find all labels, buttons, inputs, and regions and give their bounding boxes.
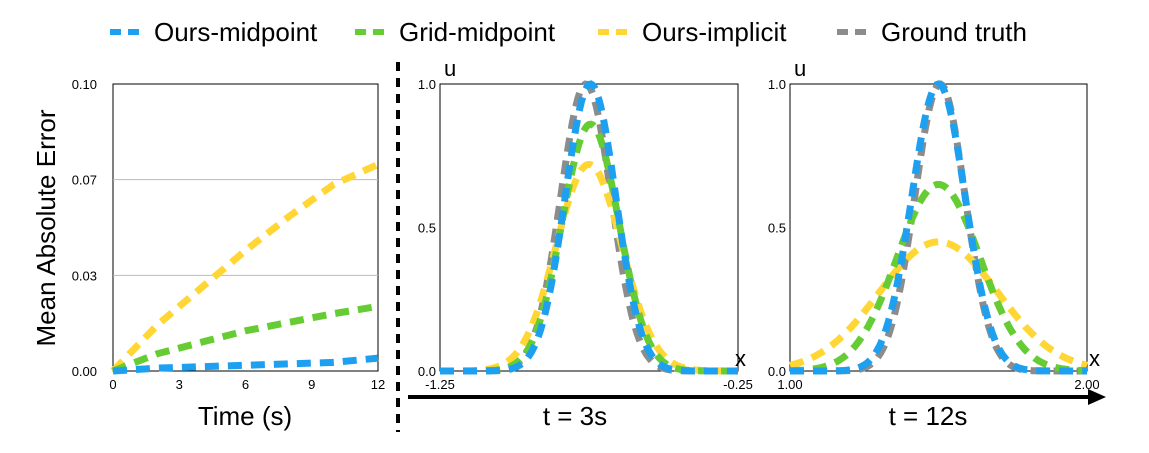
profile-3s-xtick-label: -1.25 [425, 377, 455, 392]
profile-3s-x-label: x [735, 346, 746, 371]
profile-12s-series-ground-truth [790, 80, 1087, 375]
profile-12s-series-ours-implicit [789, 238, 1088, 369]
profile-12s-ytick-label: 0.0 [768, 364, 786, 379]
time-arrow [408, 389, 1106, 405]
profile-12s-xlabel: t = 12s [889, 401, 968, 431]
profile-3s-panel: 0.0 0.5 1.0 -1.25 -0.25 u x t = 3s [418, 56, 753, 431]
error-series-ours-implicit [110, 161, 380, 374]
legend-item-ground-truth: Ground truth [837, 17, 1027, 47]
error-ytick-label: 0.03 [72, 268, 97, 283]
profile-12s-x-label: x [1089, 346, 1100, 371]
error-xtick-label: 3 [176, 377, 183, 392]
error-ytick-label: 0.10 [72, 77, 97, 92]
legend-label-ours-midpoint: Ours-midpoint [154, 17, 318, 47]
profile-12s-series-grid-midpoint [789, 180, 1088, 375]
error-plot-frame [112, 83, 379, 372]
profile-12s-xtick-label: 1.00 [777, 377, 802, 392]
error-ylabel: Mean Absolute Error [31, 109, 61, 346]
error-xtick-label: 12 [371, 377, 385, 392]
profile-3s-u-label: u [444, 56, 456, 81]
error-xtick-label: 9 [308, 377, 315, 392]
legend-label-ours-implicit: Ours-implicit [642, 17, 787, 47]
legend-item-ours-implicit: Ours-implicit [598, 17, 787, 47]
profile-12s-panel: 0.0 0.5 1.0 1.00 2.00 u x t = 12s [768, 56, 1100, 431]
profile-12s-series-ours-midpoint [790, 80, 1087, 375]
error-xtick-label: 0 [109, 377, 116, 392]
profile-3s-xtick-label: -0.25 [723, 377, 753, 392]
legend-label-ground-truth: Ground truth [881, 17, 1027, 47]
legend-item-grid-midpoint: Grid-midpoint [355, 17, 556, 47]
legend-item-ours-midpoint: Ours-midpoint [110, 17, 318, 47]
profile-3s-ytick-label: 1.0 [418, 77, 436, 92]
error-ytick-label: 0.07 [72, 173, 97, 188]
error-series-grid-midpoint [111, 302, 379, 375]
profile-12s-ytick-label: 1.0 [768, 77, 786, 92]
profile-12s-frame [789, 83, 1088, 372]
legend-label-grid-midpoint: Grid-midpoint [399, 17, 556, 47]
profile-12s-u-label: u [794, 56, 806, 81]
profile-3s-series-ours-implicit [440, 160, 738, 375]
legend: Ours-midpoint Grid-midpoint Ours-implicit G… [110, 17, 1027, 47]
error-ytick-label: 0.00 [72, 364, 97, 379]
profile-3s-series-ours-midpoint [440, 80, 738, 375]
error-xlabel: Time (s) [198, 401, 292, 431]
error-xtick-label: 6 [242, 377, 249, 392]
error-series-ours-midpoint [112, 354, 379, 375]
profile-3s-xlabel: t = 3s [543, 401, 607, 431]
error-panel: 0.00 0.03 0.07 0.10 0 3 6 9 12 Time (s) Mean Abs… [31, 77, 385, 431]
profile-3s-ytick-label: 0.5 [418, 221, 436, 236]
profile-12s-ytick-label: 0.5 [768, 221, 786, 236]
profile-12s-xtick-label: 2.00 [1074, 377, 1099, 392]
profile-3s-ytick-label: 0.0 [418, 364, 436, 379]
